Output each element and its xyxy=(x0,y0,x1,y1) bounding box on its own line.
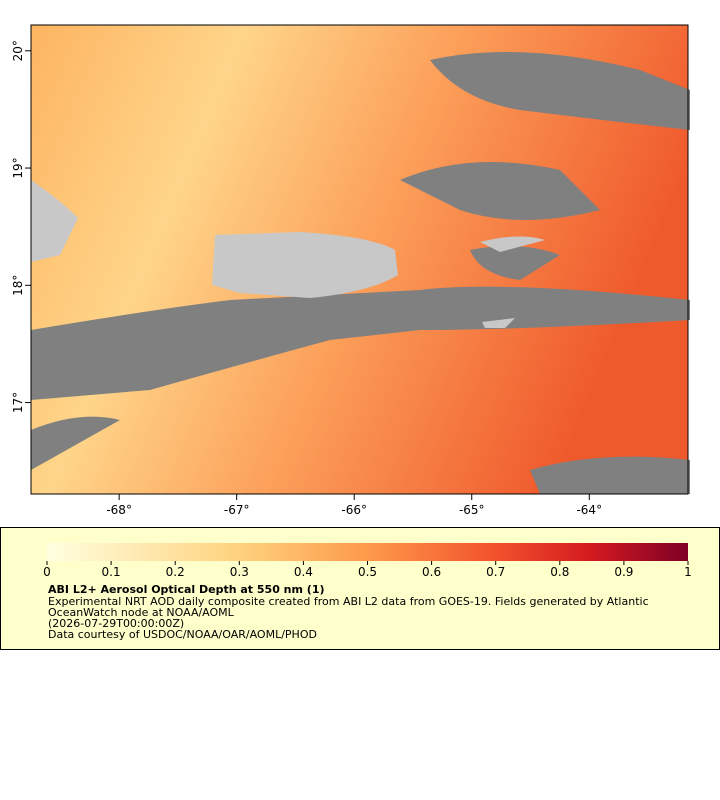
legend-line: (2026-07-29T00:00:00Z) xyxy=(48,617,184,630)
x-tick-label: -64° xyxy=(576,503,602,517)
colorbar-tick-label: 1 xyxy=(684,565,692,579)
x-tick-label: -66° xyxy=(341,503,367,517)
y-tick-label: 20° xyxy=(11,40,25,61)
y-tick-label: 18° xyxy=(11,275,25,296)
y-tick-label: 17° xyxy=(11,392,25,413)
puerto-rico xyxy=(212,232,398,298)
colorbar-tick-label: 0 xyxy=(43,565,51,579)
colorbar-tick-label: 0.6 xyxy=(422,565,441,579)
colorbar-tick-label: 0.3 xyxy=(230,565,249,579)
hispaniola xyxy=(31,180,78,262)
x-tick-label: -68° xyxy=(106,503,132,517)
x-tick-label: -65° xyxy=(459,503,485,517)
legend-line: OceanWatch node at NOAA/AOML xyxy=(48,606,235,619)
colorbar-tick-label: 0.8 xyxy=(550,565,569,579)
colorbar-tick-label: 0.1 xyxy=(102,565,121,579)
legend-line: Data courtesy of USDOC/NOAA/OAR/AOML/PHO… xyxy=(48,628,317,641)
x-tick-label: -67° xyxy=(224,503,250,517)
colorbar-tick-label: 0.5 xyxy=(358,565,377,579)
colorbar-tick-label: 0.7 xyxy=(486,565,505,579)
y-tick-label: 19° xyxy=(11,157,25,178)
aod-raster xyxy=(30,24,690,495)
colorbar-tick-label: 0.9 xyxy=(614,565,633,579)
colorbar xyxy=(47,543,688,561)
colorbar-tick-label: 0.2 xyxy=(166,565,185,579)
legend-title: ABI L2+ Aerosol Optical Depth at 550 nm … xyxy=(48,583,325,596)
colorbar-tick-label: 0.4 xyxy=(294,565,313,579)
legend-line: Experimental NRT AOD daily composite cre… xyxy=(48,595,649,608)
